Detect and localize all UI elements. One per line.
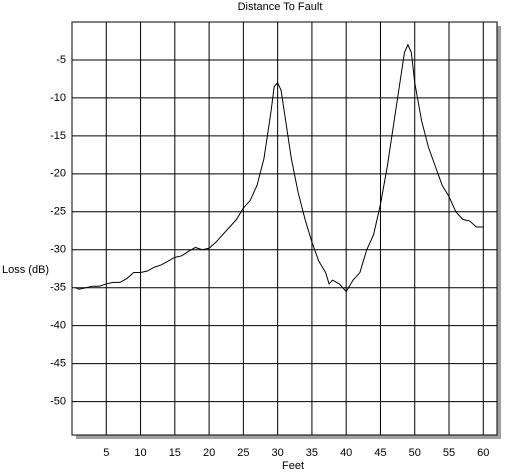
x-tick-label: 50 xyxy=(409,447,421,459)
x-tick-label: 5 xyxy=(103,447,109,459)
y-tick-label: -40 xyxy=(50,320,66,332)
x-tick-label: 35 xyxy=(306,447,318,459)
y-tick-label: -20 xyxy=(50,168,66,180)
x-tick-label: 55 xyxy=(443,447,455,459)
y-tick-label: -50 xyxy=(50,396,66,408)
x-tick-label: 25 xyxy=(237,447,249,459)
x-tick-label: 30 xyxy=(272,447,284,459)
y-tick-label: -30 xyxy=(50,244,66,256)
y-tick-label: -5 xyxy=(56,54,66,66)
x-tick-label: 20 xyxy=(203,447,215,459)
x-tick-label: 45 xyxy=(374,447,386,459)
x-tick-label: 60 xyxy=(477,447,489,459)
data-line xyxy=(75,43,484,293)
y-tick-label: -35 xyxy=(50,282,66,294)
x-axis-label: Feet xyxy=(282,460,304,472)
x-tick-label: 10 xyxy=(134,447,146,459)
y-tick-label: -25 xyxy=(50,206,66,218)
x-tick-label: 15 xyxy=(169,447,181,459)
plot-area xyxy=(71,21,498,436)
y-tick-label: -45 xyxy=(50,358,66,370)
y-tick-label: -10 xyxy=(50,92,66,104)
y-axis-label: Loss (dB) xyxy=(2,264,49,276)
chart-title: Distance To Fault xyxy=(238,1,323,13)
y-tick-label: -15 xyxy=(50,130,66,142)
x-tick-label: 40 xyxy=(340,447,352,459)
